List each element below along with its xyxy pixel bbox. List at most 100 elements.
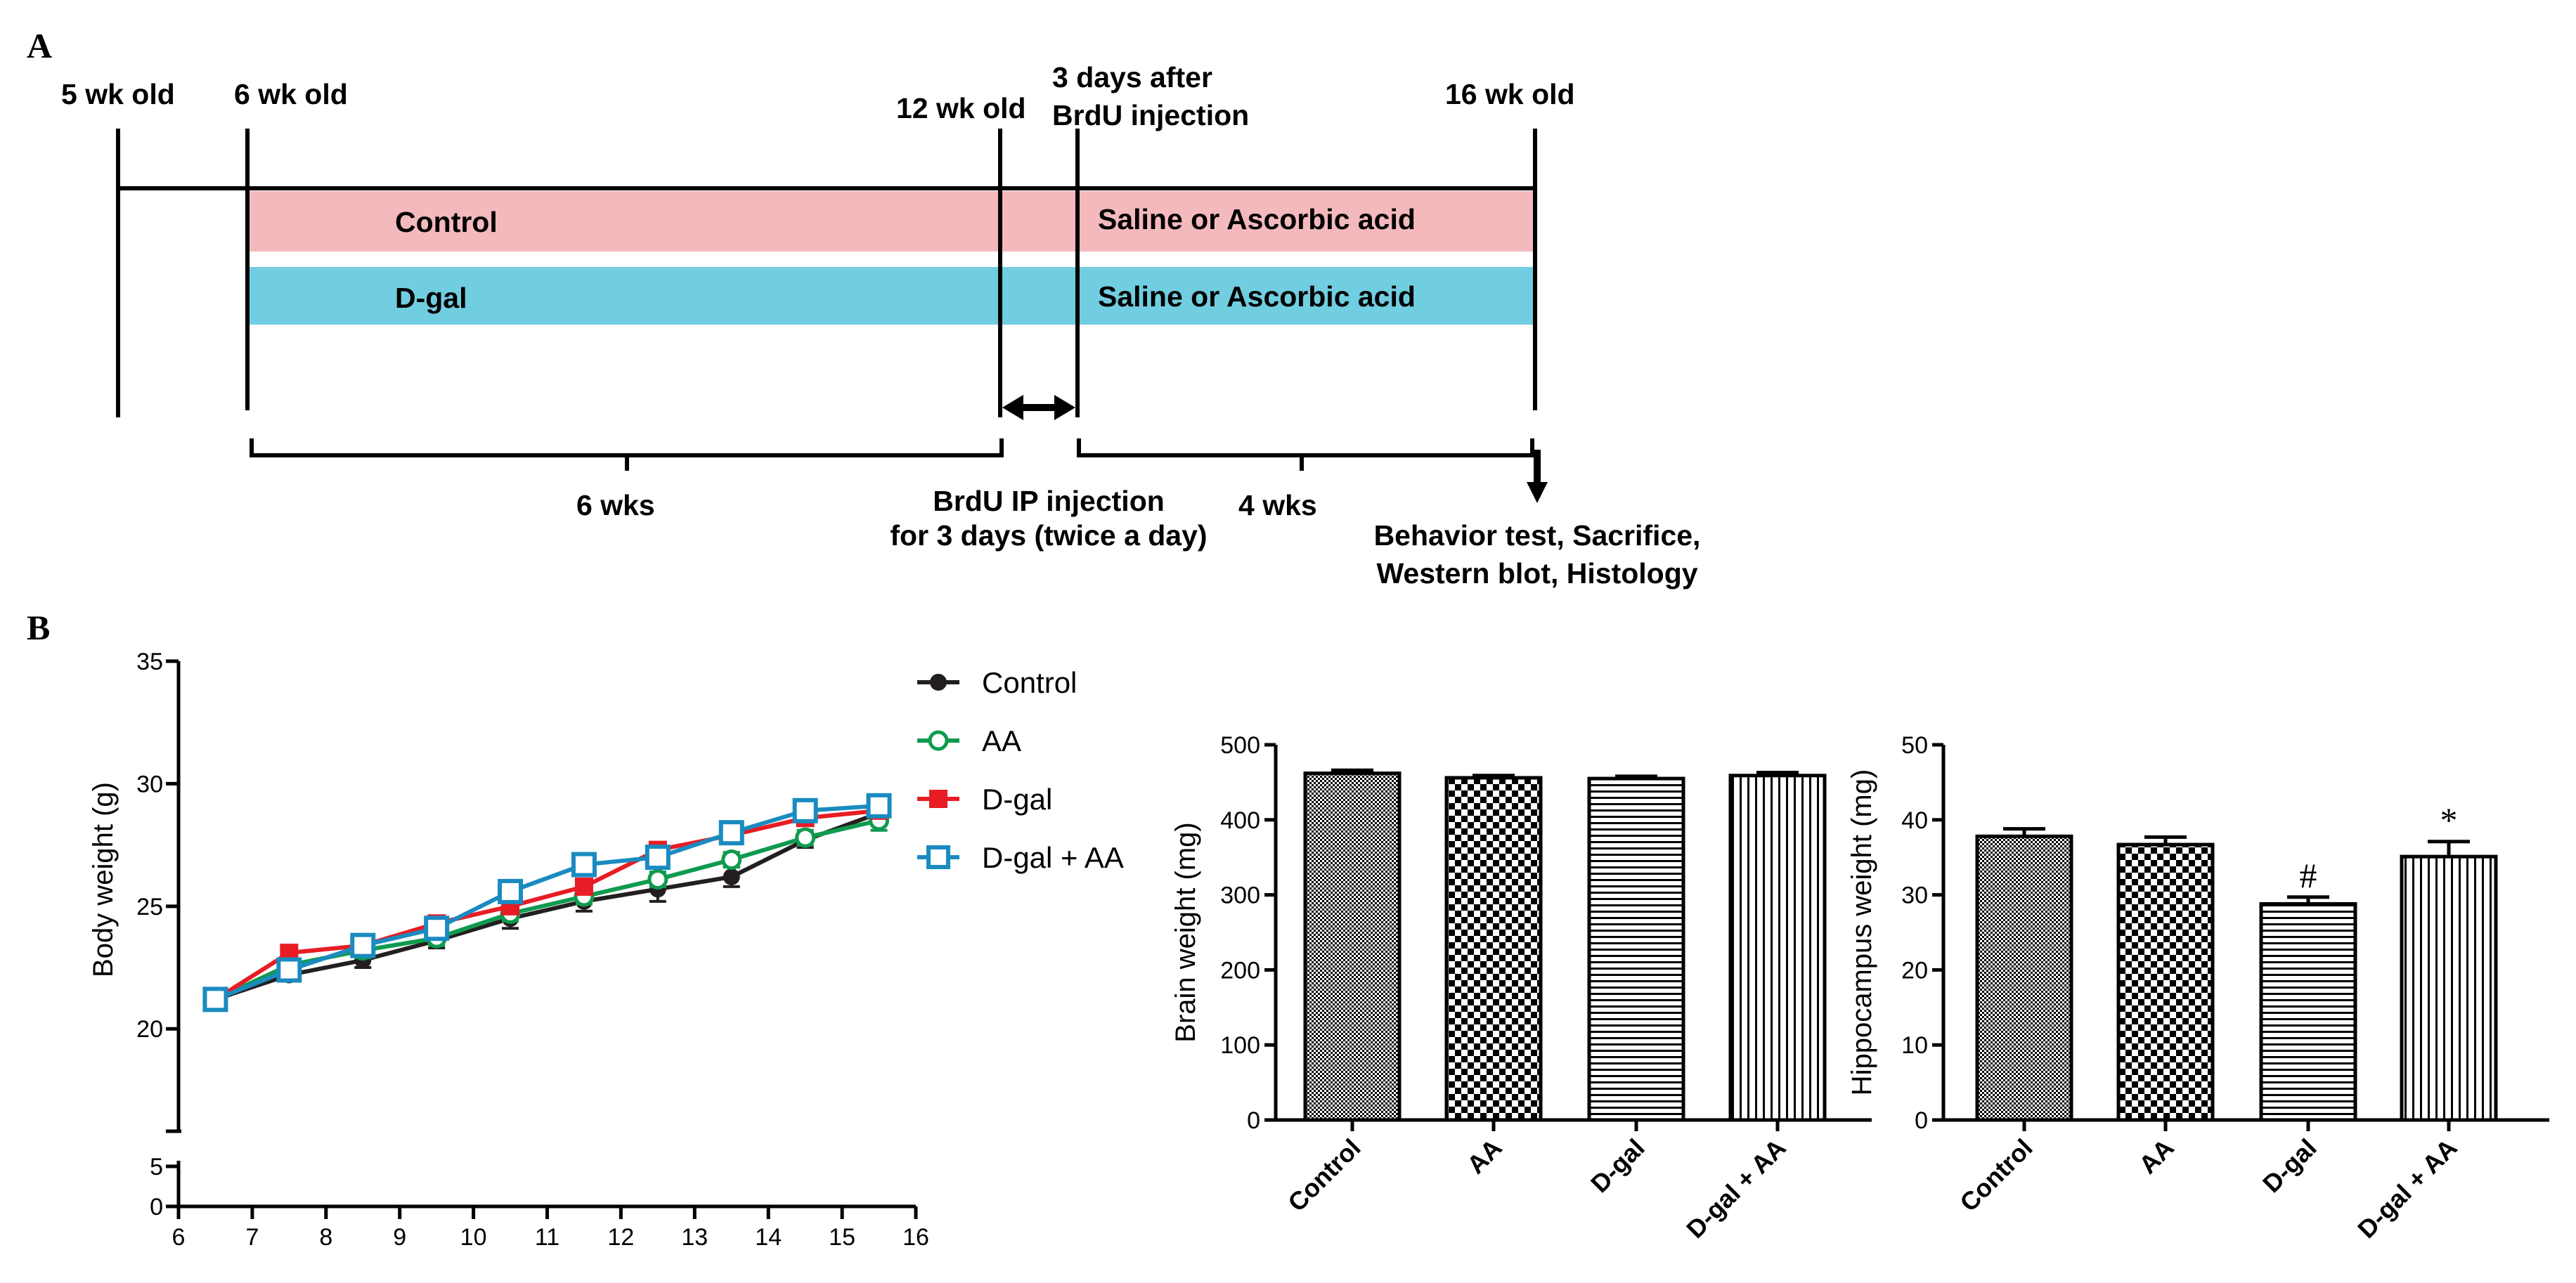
error-bar	[1756, 771, 1799, 776]
y-tick-label: 200	[1220, 957, 1260, 984]
legend-label: Control	[982, 666, 1077, 699]
y-axis-title: Body weight (g)	[88, 782, 119, 977]
error-bar	[1615, 774, 1657, 779]
y-tick-label: 0	[150, 1194, 163, 1220]
bracket-6wks	[250, 438, 1004, 471]
down-arrow-icon	[1527, 450, 1548, 503]
legend-label: AA	[982, 724, 1021, 757]
y-tick-label: 25	[136, 894, 163, 920]
y-tick-label: 0	[1915, 1107, 1928, 1134]
endpoint-line-2: Western blot, Histology	[1376, 557, 1697, 590]
error-bar	[2003, 827, 2045, 837]
panel-a-label: A	[27, 26, 52, 65]
x-tick-label: Control	[1954, 1133, 2038, 1217]
legend-label: D-gal	[982, 783, 1052, 816]
data-point	[571, 852, 597, 878]
y-tick-label: 10	[1901, 1032, 1928, 1059]
y-tick-label: 50	[1901, 732, 1928, 759]
y-tick-label: 100	[1220, 1032, 1260, 1059]
x-tick-label: D-gal + AA	[2352, 1133, 2462, 1244]
injection-line-1: BrdU IP injection	[933, 485, 1165, 517]
data-point	[202, 986, 228, 1012]
x-tick-label: 14	[755, 1224, 782, 1251]
legend-marker	[930, 674, 947, 691]
bar	[2400, 854, 2498, 1122]
legend-marker	[929, 790, 947, 808]
dgal-group-band	[249, 267, 1535, 325]
x-tick-label: 16	[902, 1224, 929, 1251]
error-bar	[2144, 835, 2187, 845]
period-4wks: 4 wks	[1238, 489, 1317, 521]
y-axis-title: Hippocampus weight (mg)	[1846, 769, 1877, 1096]
data-point	[647, 868, 668, 890]
x-tick-label: D-gal	[1585, 1133, 1650, 1199]
series-line	[214, 808, 879, 1001]
y-tick-label: 5	[150, 1154, 163, 1180]
x-tick-label: D-gal	[2257, 1133, 2322, 1199]
double-arrow-icon	[1002, 395, 1075, 420]
control-group-band	[249, 191, 1535, 252]
significance-mark: *	[2440, 800, 2458, 840]
error-bar	[2287, 895, 2329, 904]
data-point	[795, 827, 816, 848]
endpoint-line-1: Behavior test, Sacrifice,	[1374, 519, 1701, 552]
y-tick-label: 400	[1220, 807, 1260, 834]
x-tick-label: 8	[319, 1224, 332, 1251]
label-brdu-injection: BrdU injection	[1052, 99, 1249, 131]
x-tick-label: AA	[2133, 1133, 2180, 1180]
label-12wk: 12 wk old	[896, 92, 1026, 124]
bar	[2116, 842, 2215, 1122]
group-control-treatment: Saline or Ascorbic acid	[1098, 203, 1416, 235]
data-point	[645, 845, 671, 871]
legend-marker	[926, 845, 950, 869]
x-tick-label: D-gal + AA	[1681, 1133, 1791, 1244]
label-6wk: 6 wk old	[234, 78, 348, 110]
error-bar	[1331, 768, 1373, 774]
group-dgal-treatment: Saline or Ascorbic acid	[1098, 280, 1416, 313]
series-d-gal-aa	[202, 793, 892, 1012]
x-tick-label: 13	[681, 1224, 708, 1251]
x-tick-label: AA	[1461, 1133, 1508, 1180]
group-control-name: Control	[395, 206, 498, 238]
brain-weight-chart: 0 100 200 300 400 500 Brain weight (mg) Control…	[1170, 732, 1872, 1244]
panel-b-label: B	[27, 608, 50, 647]
label-3days-after: 3 days after	[1052, 61, 1212, 93]
y-tick-label: 500	[1220, 732, 1260, 759]
series-line	[214, 803, 879, 1002]
data-point	[718, 820, 744, 846]
data-point	[792, 797, 818, 823]
y-axis-title: Brain weight (mg)	[1170, 822, 1201, 1042]
x-tick-label: 6	[172, 1224, 186, 1251]
x-tick-label: 15	[829, 1224, 855, 1251]
data-point	[276, 957, 302, 983]
series-line	[214, 811, 880, 1002]
bar	[1587, 776, 1685, 1122]
y-tick-label: 30	[1901, 883, 1928, 909]
legend-marker	[928, 730, 949, 751]
y-tick-label: 35	[136, 649, 163, 675]
data-point	[721, 849, 742, 871]
bar	[1728, 774, 1827, 1122]
y-tick-label: 0	[1247, 1107, 1260, 1134]
x-tick-label: 11	[535, 1224, 559, 1251]
x-tick-label: 12	[607, 1224, 634, 1251]
data-point	[424, 916, 450, 942]
data-point	[723, 868, 740, 885]
data-point	[574, 877, 593, 896]
significance-mark: #	[2300, 856, 2317, 895]
legend-label: D-gal + AA	[982, 841, 1124, 874]
data-point	[866, 793, 892, 819]
body-weight-chart: 20 25 30 35 0 5 6 7 8 9 10 11 12 13 14 15 16 Body weight …	[88, 649, 1124, 1251]
data-point	[350, 932, 376, 958]
x-tick-label: Control	[1282, 1133, 1366, 1217]
bracket-4wks	[1077, 438, 1534, 471]
period-6wks: 6 wks	[576, 489, 655, 521]
error-bar	[2428, 840, 2470, 857]
bar	[1303, 771, 1402, 1122]
bar	[1444, 776, 1543, 1122]
y-tick-label: 20	[1901, 957, 1928, 984]
x-tick-label: 10	[460, 1224, 487, 1251]
y-tick-label: 40	[1901, 807, 1928, 834]
bar	[1975, 834, 2073, 1122]
